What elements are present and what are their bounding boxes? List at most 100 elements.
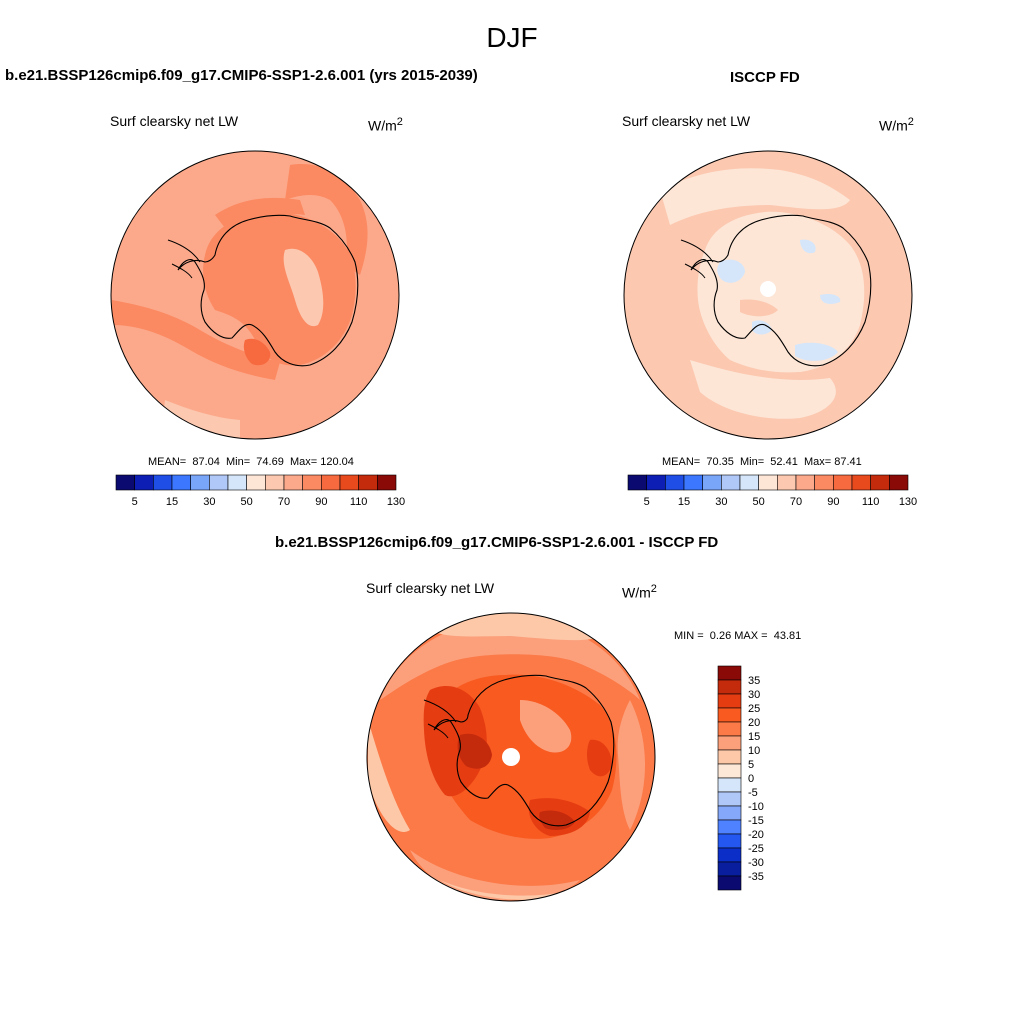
- panel3-colorbar-tick-label: 20: [748, 717, 760, 729]
- panel3-pole-gap: [502, 748, 520, 766]
- panel2-colorbar-box: [683, 474, 703, 491]
- panel2-blue-inlet: [752, 320, 772, 335]
- panel3-colorbar-box: [717, 721, 742, 737]
- panel1-colorbar-tick-label: 15: [166, 496, 178, 508]
- panel1-colorbar-box: [227, 474, 247, 491]
- panel2-colorbar-tick-label: 5: [644, 496, 650, 508]
- panel3-colorbar-box: [717, 665, 742, 681]
- panel2-min-label: Min=: [740, 456, 765, 468]
- panel2-colorbar-box: [721, 474, 741, 491]
- panel2-variable-label: Surf clearsky net LW: [622, 113, 751, 129]
- panel2-blue-center: [800, 239, 816, 254]
- panel2-colorbar-box: [702, 474, 722, 491]
- panel3-pale-south: [440, 880, 580, 900]
- panel1-colorbar-box: [321, 474, 341, 491]
- panel3-pale-west: [368, 720, 410, 832]
- panel3-colorbar-box: [717, 707, 742, 723]
- panel1-title: b.e21.BSSP126cmip6.f09_g17.CMIP6-SSP1-2.…: [5, 67, 478, 84]
- panel3-colorbar-tick-label: -30: [748, 857, 764, 869]
- panel2-colorbar-box: [777, 474, 797, 491]
- panel1-max-value: 120.04: [320, 456, 354, 468]
- panel3-colorbar-box: [717, 735, 742, 751]
- panel3-light-south: [410, 850, 580, 900]
- panel3-colorbar-box: [717, 679, 742, 695]
- panel3-peninsula: [423, 699, 457, 739]
- panel1-mean-label: MEAN=: [148, 456, 187, 468]
- panel3-map: [367, 613, 655, 901]
- panel3-units-exp: 2: [650, 583, 657, 595]
- panel3-coastline: [433, 674, 615, 827]
- panel3-colorbar-box: [717, 749, 742, 765]
- panel2-colorbar-box: [814, 474, 834, 491]
- panel2-colorbar-box: [758, 474, 778, 491]
- panel3-dark-west: [423, 686, 487, 797]
- panel1-variable-label: Surf clearsky net LW: [110, 113, 239, 129]
- panel1-min-value: 74.69: [256, 456, 284, 468]
- panel3-colorbar-tick-label: -35: [748, 871, 764, 883]
- panel1-colorbar-tick-label: 110: [350, 496, 368, 508]
- panel1-interior-cool: [283, 248, 324, 327]
- panel3-units: W/m2: [622, 583, 657, 601]
- panel1-colorbar-tick-label: 90: [315, 496, 327, 508]
- panel2-light-south: [690, 360, 836, 419]
- panel1-stats: MEAN= 87.04 Min= 74.69 Max= 120.04: [148, 456, 354, 468]
- panel2-light-north: [660, 168, 850, 225]
- panel1-colorbar-box: [283, 474, 303, 491]
- panel1-max-label: Max=: [289, 456, 318, 468]
- panel2-colorbar-tick-label: 90: [827, 496, 839, 508]
- panel3-min-label: MIN =: [674, 630, 704, 642]
- panel2-colorbar-box: [627, 474, 647, 491]
- panel1-hot-spot: [243, 338, 271, 366]
- panel3-colorbar-tick-label: -25: [748, 843, 764, 855]
- panel3-colorbar-tick-label: 25: [748, 703, 760, 715]
- panel3-colorbar-tick-label: 0: [748, 773, 754, 785]
- panel3-dark-east-coast: [587, 739, 612, 777]
- panel1-units-base: W/m: [368, 117, 397, 134]
- panel3-darker-west: [457, 733, 492, 769]
- panel3-colorbar-box: [717, 819, 742, 835]
- panel2-colorbar-tick-label: 15: [678, 496, 690, 508]
- panel2-colorbar-box: [833, 474, 853, 491]
- panel2-mean-label: MEAN=: [662, 456, 701, 468]
- panel1-colorbar-tick-label: 50: [241, 496, 253, 508]
- panel2-units: W/m2: [879, 116, 914, 134]
- panel2-colorbar-box: [889, 474, 909, 491]
- panel3-colorbar: 35 30 25 20 15 10 5 0 -5 -10 -15 -20 -25 -30 -35: [717, 665, 764, 891]
- panel1-land-warm: [203, 211, 356, 366]
- panel3-min-value: 0.26: [709, 630, 732, 642]
- panel2-blue-east: [820, 293, 841, 304]
- panel2-max-value: 87.41: [834, 456, 862, 468]
- panel1-colorbar-box: [358, 474, 378, 491]
- panel1-units: W/m2: [368, 116, 403, 134]
- panel3-colorbar-tick-label: 35: [748, 675, 760, 687]
- panel1-colorbar-box: [153, 474, 173, 491]
- panel3-variable-label: Surf clearsky net LW: [366, 580, 495, 596]
- panel3-colorbar-box: [717, 777, 742, 793]
- panel1-colorbar-tick-label: 70: [278, 496, 290, 508]
- panel2-units-exp: 2: [907, 116, 914, 128]
- panel3-colorbar-box: [717, 791, 742, 807]
- panel1-colorbar-tick-label: 30: [203, 496, 215, 508]
- panel2-peninsula: [680, 239, 714, 279]
- panel3-title: b.e21.BSSP126cmip6.f09_g17.CMIP6-SSP1-2.…: [275, 534, 719, 551]
- panel2-max-label: Max=: [803, 456, 832, 468]
- panel1-colorbar-box: [377, 474, 397, 491]
- panel1-colorbar-box: [115, 474, 135, 491]
- panel3-max-label: MAX =: [734, 630, 768, 642]
- panel2-colorbar-box: [739, 474, 759, 491]
- panel2-colorbar-box: [851, 474, 871, 491]
- panel3-colorbar-tick-label: 15: [748, 731, 760, 743]
- panel2-colorbar-box: [665, 474, 685, 491]
- panel3-colorbar-tick-label: 5: [748, 759, 754, 771]
- panel3-colorbar-box: [717, 693, 742, 709]
- panel2-land-field: [697, 211, 865, 373]
- panel1-units-exp: 2: [396, 116, 403, 128]
- panel2-units-base: W/m: [879, 117, 908, 134]
- panel1-colorbar-box: [171, 474, 191, 491]
- panel1-colorbar-box: [265, 474, 285, 491]
- panel3-light-interior: [520, 700, 572, 753]
- panel1-min-label: Min=: [226, 456, 251, 468]
- panel2-title: ISCCP FD: [730, 69, 800, 86]
- panel2-blue-south: [795, 342, 838, 361]
